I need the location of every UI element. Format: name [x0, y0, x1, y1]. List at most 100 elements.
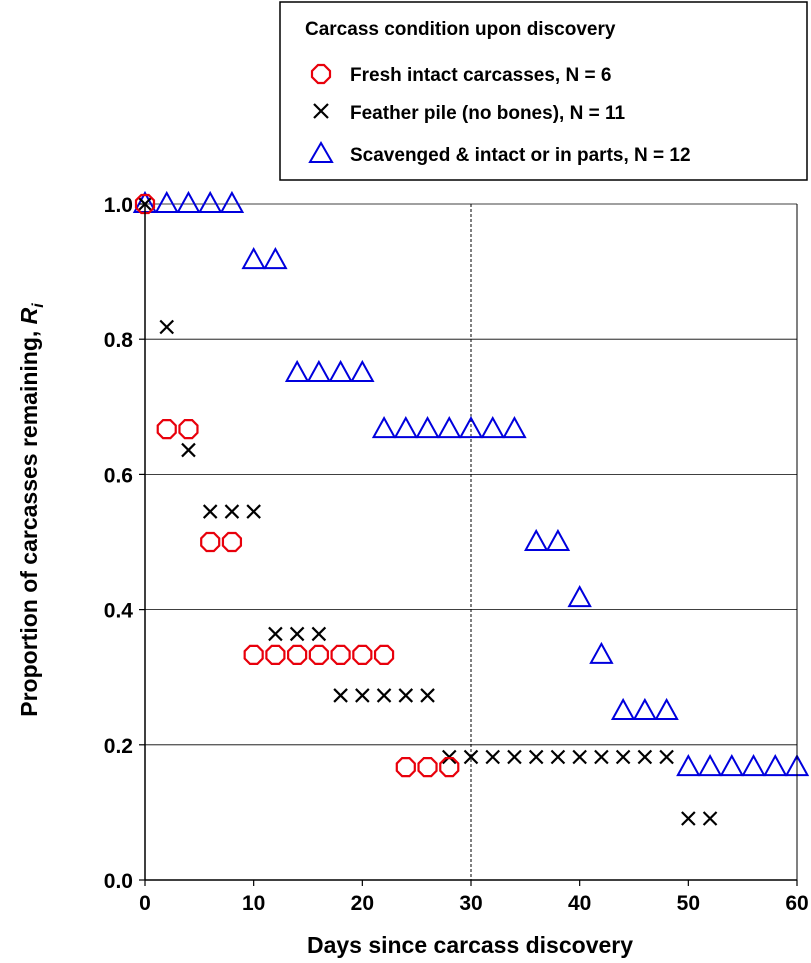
cross-point-30 [463, 749, 479, 765]
y-axis-label: Proportion of carcasses remaining, Ri [16, 303, 47, 717]
cross-point-44 [615, 749, 631, 765]
triangle-point-38 [545, 528, 571, 551]
x-tick-label-20: 20 [351, 892, 374, 915]
triangle-point-32 [480, 416, 505, 439]
circle-point-6 [200, 531, 221, 553]
circle-point-16 [308, 644, 329, 665]
cross-point-32 [485, 749, 501, 765]
legend-label-fresh: Fresh intact carcasses, N = 6 [350, 65, 611, 86]
cross-point-14 [289, 626, 305, 642]
y-tick-labels: 0.0 0.2 0.4 0.6 0.8 1.0 [104, 194, 145, 893]
cross-point-40 [572, 749, 587, 765]
cross-point-8 [224, 504, 240, 519]
circle-point-12 [265, 644, 286, 665]
legend-entry-fresh: Fresh intact carcasses, N = 6 [310, 63, 611, 86]
cross-point-2 [159, 319, 175, 335]
cross-point-22 [376, 688, 392, 703]
y-tick-label-0.0: 0.0 [104, 870, 133, 893]
y-tick-label-1.0: 1.0 [104, 194, 133, 217]
x-tick-labels: 0 10 20 30 40 50 60 [139, 880, 809, 915]
circle-point-18 [330, 644, 351, 665]
legend-cross-marker [313, 103, 329, 119]
cross-point-46 [637, 749, 653, 765]
triangle-point-34 [502, 416, 527, 439]
legend-entry-scavenged: Scavenged & intact or in parts, N = 12 [308, 141, 691, 166]
cross-point-18 [333, 688, 348, 703]
cross-point-6 [202, 504, 218, 519]
legend-triangle-marker [308, 141, 334, 163]
circle-point-4 [178, 419, 199, 440]
triangle-point-40 [567, 585, 592, 608]
triangle-point-14 [284, 359, 310, 382]
triangle-point-22 [371, 416, 397, 439]
cross-point-16 [311, 626, 327, 642]
cross-point-52 [702, 811, 718, 826]
legend-entry-feather: Feather pile (no bones), N = 11 [313, 103, 625, 124]
y-tick-label-0.8: 0.8 [104, 329, 134, 352]
x-tick-label-50: 50 [677, 892, 700, 915]
cross-point-50 [681, 811, 696, 826]
cross-point-36 [528, 749, 544, 765]
triangle-point-26 [415, 416, 440, 439]
circle-point-8 [221, 531, 243, 553]
legend-title: Carcass condition upon discovery [305, 19, 616, 40]
triangle-point-20 [350, 359, 375, 382]
cross-point-12 [268, 626, 283, 642]
legend-circle-marker [310, 63, 332, 85]
x-tick-label-10: 10 [242, 892, 265, 915]
x-tick-label-0: 0 [139, 892, 151, 915]
triangle-point-54 [719, 754, 744, 777]
legend-label-feather: Feather pile (no bones), N = 11 [350, 103, 625, 124]
data-points [132, 190, 810, 826]
cross-point-48 [659, 749, 674, 765]
triangle-point-42 [589, 641, 614, 664]
circle-point-2 [156, 419, 177, 440]
circle-point-20 [352, 644, 373, 665]
triangle-point-48 [654, 697, 679, 720]
x-axis-label: Days since carcass discovery [307, 932, 633, 958]
triangle-point-10 [241, 247, 266, 270]
circle-point-0 [134, 193, 156, 215]
cross-point-20 [355, 688, 370, 703]
circle-point-28 [439, 757, 460, 778]
cross-point-26 [420, 688, 435, 703]
cross-point-4 [181, 442, 196, 458]
triangle-point-52 [697, 754, 723, 777]
triangle-point-18 [328, 359, 353, 382]
cross-point-38 [550, 749, 566, 765]
triangle-point-2 [154, 190, 179, 213]
cross-point-28 [441, 749, 457, 765]
triangle-point-36 [524, 528, 549, 551]
triangle-point-46 [632, 697, 658, 720]
cross-point-10 [246, 504, 261, 519]
circle-point-26 [417, 757, 438, 778]
circle-point-10 [243, 644, 264, 665]
triangle-point-44 [610, 697, 636, 720]
x-tick-label-40: 40 [568, 892, 591, 915]
triangle-point-8 [219, 190, 245, 213]
triangle-point-58 [763, 754, 788, 777]
cross-point-24 [398, 688, 414, 703]
triangle-point-6 [198, 190, 223, 213]
triangle-point-16 [306, 359, 332, 382]
x-tick-label-60: 60 [785, 892, 808, 915]
triangle-point-24 [393, 416, 418, 439]
cross-point-42 [594, 749, 609, 765]
triangle-point-50 [676, 754, 701, 777]
circle-point-14 [287, 644, 308, 665]
triangle-point-12 [263, 247, 288, 270]
triangle-point-30 [458, 416, 484, 439]
circle-point-22 [373, 644, 395, 665]
legend: Carcass condition upon discovery Fresh i… [279, 1, 808, 181]
legend-label-scavenged: Scavenged & intact or in parts, N = 12 [350, 145, 691, 166]
y-tick-label-0.6: 0.6 [104, 464, 133, 487]
triangle-point-28 [437, 416, 462, 439]
cross-point-34 [507, 749, 522, 765]
legend-box [279, 1, 808, 181]
circle-point-24 [395, 757, 416, 778]
x-tick-label-30: 30 [459, 892, 482, 915]
y-tick-label-0.2: 0.2 [104, 735, 133, 758]
y-tick-label-0.4: 0.4 [104, 600, 134, 623]
triangle-point-4 [176, 190, 201, 213]
